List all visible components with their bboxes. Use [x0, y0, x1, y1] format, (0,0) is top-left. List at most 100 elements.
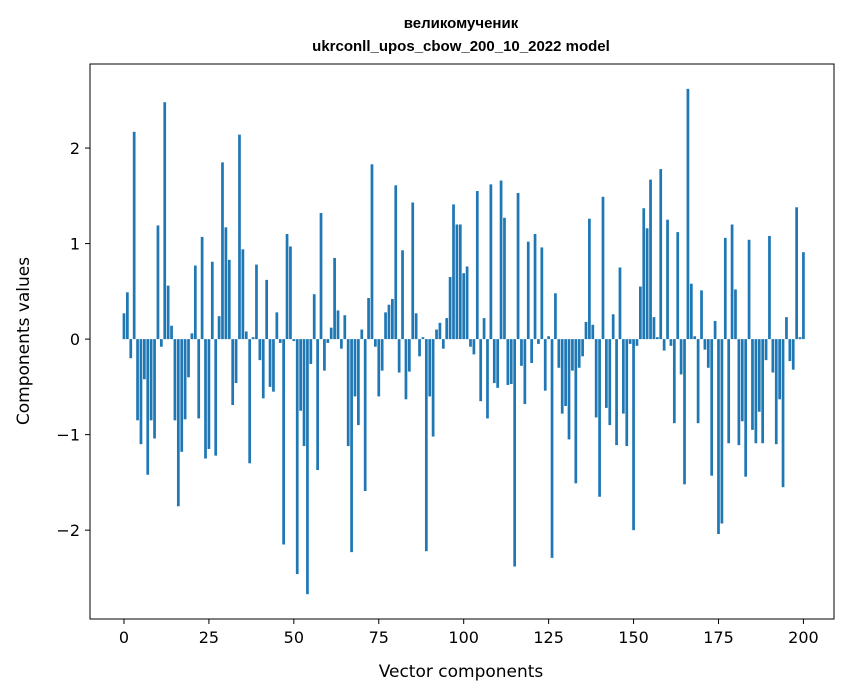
bar	[244, 331, 248, 340]
y-tick-label: 0	[70, 330, 80, 349]
bar	[445, 318, 449, 340]
bar	[251, 337, 255, 340]
bar	[424, 339, 428, 552]
bar	[282, 339, 285, 545]
bar	[214, 339, 218, 456]
bar	[700, 290, 703, 340]
bar	[791, 339, 795, 370]
bar	[377, 339, 381, 397]
bar	[149, 339, 153, 421]
bar	[397, 339, 401, 373]
bar	[319, 213, 323, 340]
bar	[217, 316, 221, 340]
bar	[275, 312, 279, 340]
bar	[292, 339, 296, 342]
bar	[350, 339, 353, 553]
x-tick-label: 75	[369, 628, 389, 647]
x-tick-label: 25	[199, 628, 219, 647]
bar	[221, 162, 224, 340]
bar	[200, 236, 204, 340]
bar	[526, 241, 530, 340]
x-tick-label: 50	[284, 628, 304, 647]
bar	[689, 283, 693, 340]
bar	[537, 339, 540, 344]
bar	[696, 339, 700, 424]
bar	[452, 204, 455, 340]
bar	[625, 339, 629, 447]
bar	[374, 339, 377, 347]
bar	[272, 339, 275, 392]
bar	[730, 224, 734, 340]
bar	[414, 313, 418, 340]
bar	[346, 339, 350, 447]
bar	[557, 339, 561, 368]
x-tick-label: 175	[703, 628, 734, 647]
x-tick-label: 200	[788, 628, 819, 647]
bar	[126, 292, 129, 340]
bar	[197, 339, 201, 419]
bar	[367, 298, 370, 340]
bar	[336, 310, 340, 340]
bar	[207, 339, 211, 449]
bar	[227, 259, 231, 340]
bar	[747, 239, 751, 340]
bar	[295, 339, 299, 575]
bar	[550, 339, 554, 558]
bar	[520, 339, 523, 366]
bars-group	[122, 88, 805, 595]
bar	[581, 339, 584, 357]
bar	[754, 339, 758, 444]
bar	[472, 339, 476, 355]
bar	[706, 339, 710, 368]
bar	[788, 339, 792, 362]
bar	[683, 339, 686, 485]
bar	[475, 191, 479, 340]
bar	[387, 304, 391, 340]
bar	[798, 337, 802, 340]
bar	[757, 339, 761, 412]
bar	[302, 339, 306, 447]
bar	[560, 339, 564, 414]
bar	[285, 234, 289, 340]
bar	[234, 339, 238, 384]
bar	[554, 293, 557, 340]
bar	[659, 169, 663, 340]
bar	[411, 202, 415, 340]
x-tick-label: 150	[618, 628, 649, 647]
y-tick-label: −1	[56, 426, 80, 445]
bar	[309, 339, 313, 364]
bar	[740, 339, 744, 422]
bar	[241, 249, 245, 340]
bar	[751, 339, 754, 430]
bar	[180, 339, 184, 452]
bar	[513, 339, 517, 567]
bar	[173, 339, 177, 421]
bar	[516, 192, 520, 340]
bar	[530, 339, 533, 363]
bar	[316, 339, 319, 470]
bar	[598, 339, 601, 497]
bar	[143, 339, 146, 380]
bar	[781, 339, 785, 488]
bar	[265, 279, 269, 340]
y-axis-ticks: −2 −1 0 1 2	[56, 139, 90, 540]
bar	[441, 339, 445, 349]
bar	[159, 339, 163, 347]
bar	[655, 337, 659, 340]
bar	[615, 339, 618, 446]
bar	[734, 289, 737, 340]
bar	[632, 339, 635, 531]
bar	[523, 339, 527, 405]
x-tick-label: 125	[533, 628, 564, 647]
bar	[486, 339, 489, 419]
bar	[723, 237, 727, 340]
bar	[499, 180, 503, 340]
bar	[710, 339, 714, 476]
bar	[713, 320, 717, 340]
bar	[737, 339, 741, 446]
bar	[584, 321, 588, 340]
bar	[153, 339, 156, 439]
bar	[146, 339, 150, 475]
bar	[455, 224, 459, 340]
